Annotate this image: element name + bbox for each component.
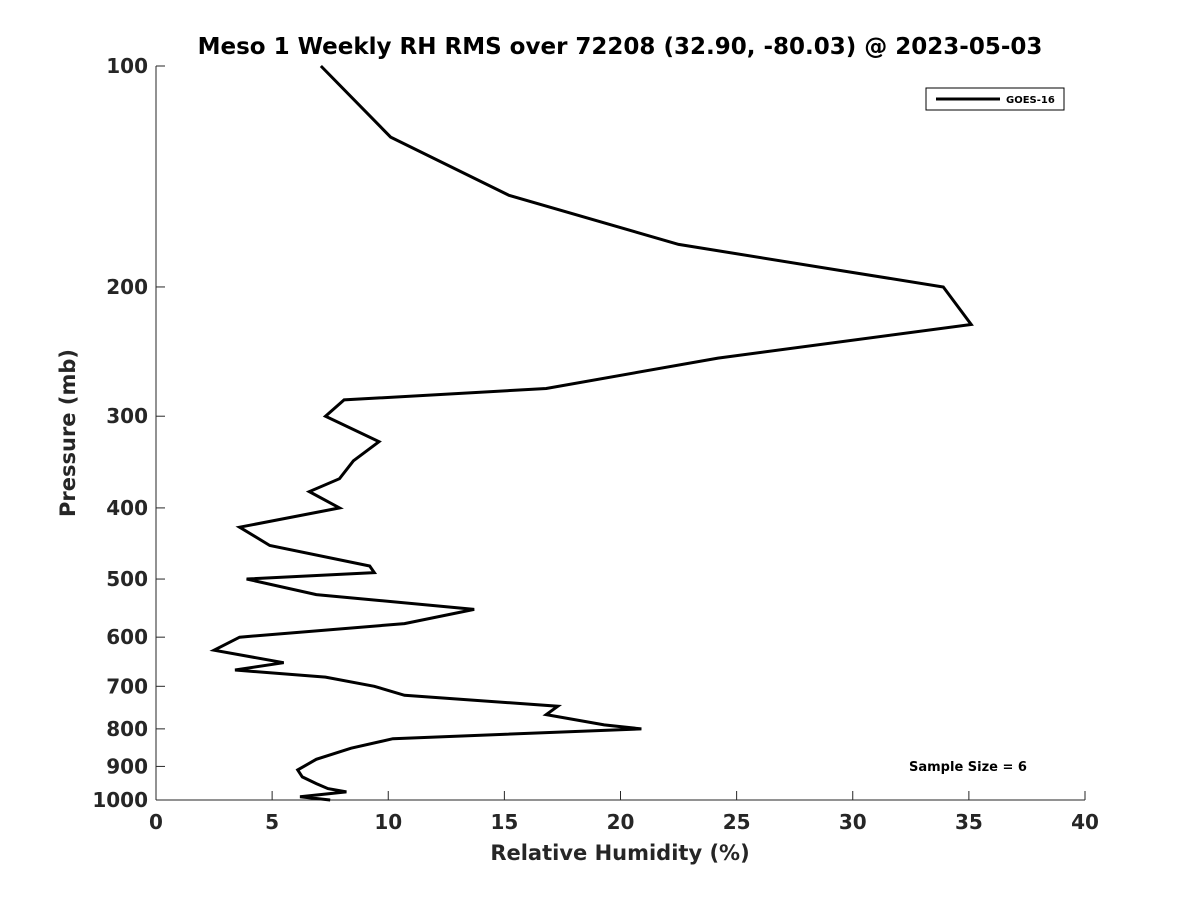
x-tick-label: 0 [149,810,163,834]
y-tick-label: 700 [106,674,148,698]
plot-area [155,66,1085,801]
chart-title: Meso 1 Weekly RH RMS over 72208 (32.90, … [198,34,1043,60]
legend: GOES-16 [925,87,1065,111]
y-axis-ticks: 100 200 300 400 500 600 700 800 900 1000 [92,54,165,812]
y-tick-label: 600 [106,625,148,649]
x-tick-label: 20 [607,810,635,834]
x-tick-label: 40 [1071,810,1099,834]
x-axis-ticks: 0 5 10 15 20 25 30 35 40 [149,791,1099,834]
series-line-goes-16 [209,64,974,802]
y-tick-label: 500 [106,567,148,591]
x-tick-label: 15 [490,810,518,834]
y-tick-label: 1000 [92,788,148,812]
x-axis-label: Relative Humidity (%) [490,841,749,865]
x-tick-label: 10 [374,810,402,834]
y-tick-label: 800 [106,717,148,741]
x-tick-label: 5 [265,810,279,834]
series-layer [209,64,974,802]
y-tick-label: 300 [106,404,148,428]
sample-size-annotation: Sample Size = 6 [909,760,1027,775]
x-tick-label: 35 [955,810,983,834]
y-tick-label: 100 [106,54,148,78]
legend-entry-goes-16: GOES-16 [1006,95,1055,106]
x-tick-label: 30 [839,810,867,834]
y-tick-label: 200 [106,275,148,299]
x-tick-label: 25 [723,810,751,834]
y-tick-label: 900 [106,754,148,778]
y-axis-label: Pressure (mb) [56,349,80,517]
y-tick-label: 400 [106,496,148,520]
